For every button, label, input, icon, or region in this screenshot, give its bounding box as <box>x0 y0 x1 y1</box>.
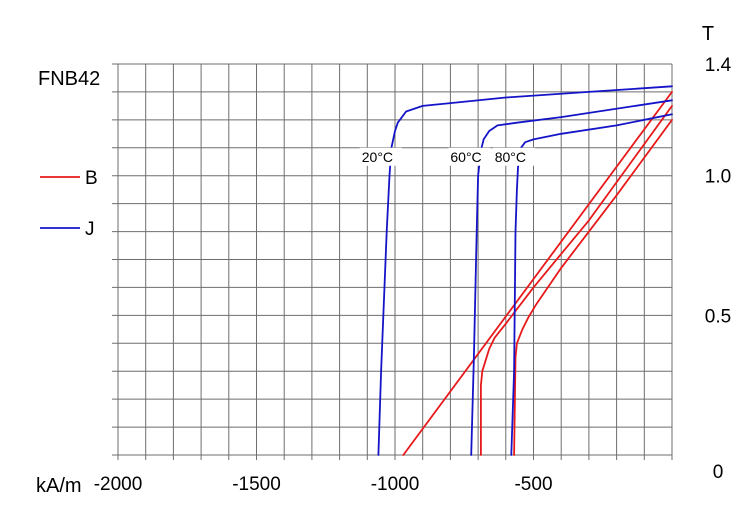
legend: BJ <box>40 168 98 240</box>
chart-title: FNB42 <box>38 68 100 90</box>
curves <box>377 85 673 456</box>
x-axis-unit-label: kA/m <box>36 475 82 497</box>
x-tick-label: -1000 <box>371 474 420 495</box>
y-tick-label: 1.4 <box>705 55 732 76</box>
grid <box>112 63 673 460</box>
curve-b-20c <box>402 91 673 456</box>
annotation-background <box>448 147 491 166</box>
temperature-annotations: 20°C 60°C 80°C <box>359 147 535 166</box>
x-tick-label: -1500 <box>232 474 281 495</box>
y-tick-label: 0 <box>713 462 724 483</box>
x-tick-label: -2000 <box>94 474 143 495</box>
temperature-annotation: 80°C <box>495 149 526 165</box>
y-tick-label: 0.5 <box>705 306 731 327</box>
curve-b-80c <box>513 119 673 456</box>
y-tick-labels: 1.4 1.0 0.5 0 <box>705 55 732 483</box>
x-tick-label: -500 <box>514 474 552 495</box>
curve-j-20c <box>377 85 673 456</box>
curve-j-60c <box>470 99 673 456</box>
legend-label-b: B <box>85 168 98 189</box>
y-axis-unit-label: T <box>702 23 714 45</box>
legend-label-j: J <box>85 219 95 240</box>
temperature-annotation: 60°C <box>450 149 481 165</box>
curve-b-60c <box>479 105 673 456</box>
annotation-background <box>359 147 402 166</box>
annotation-background <box>492 147 535 166</box>
y-tick-label: 1.0 <box>705 167 731 188</box>
x-tick-labels: -2000 -1500 -1000 -500 <box>94 474 553 495</box>
temperature-annotation: 20°C <box>362 149 393 165</box>
